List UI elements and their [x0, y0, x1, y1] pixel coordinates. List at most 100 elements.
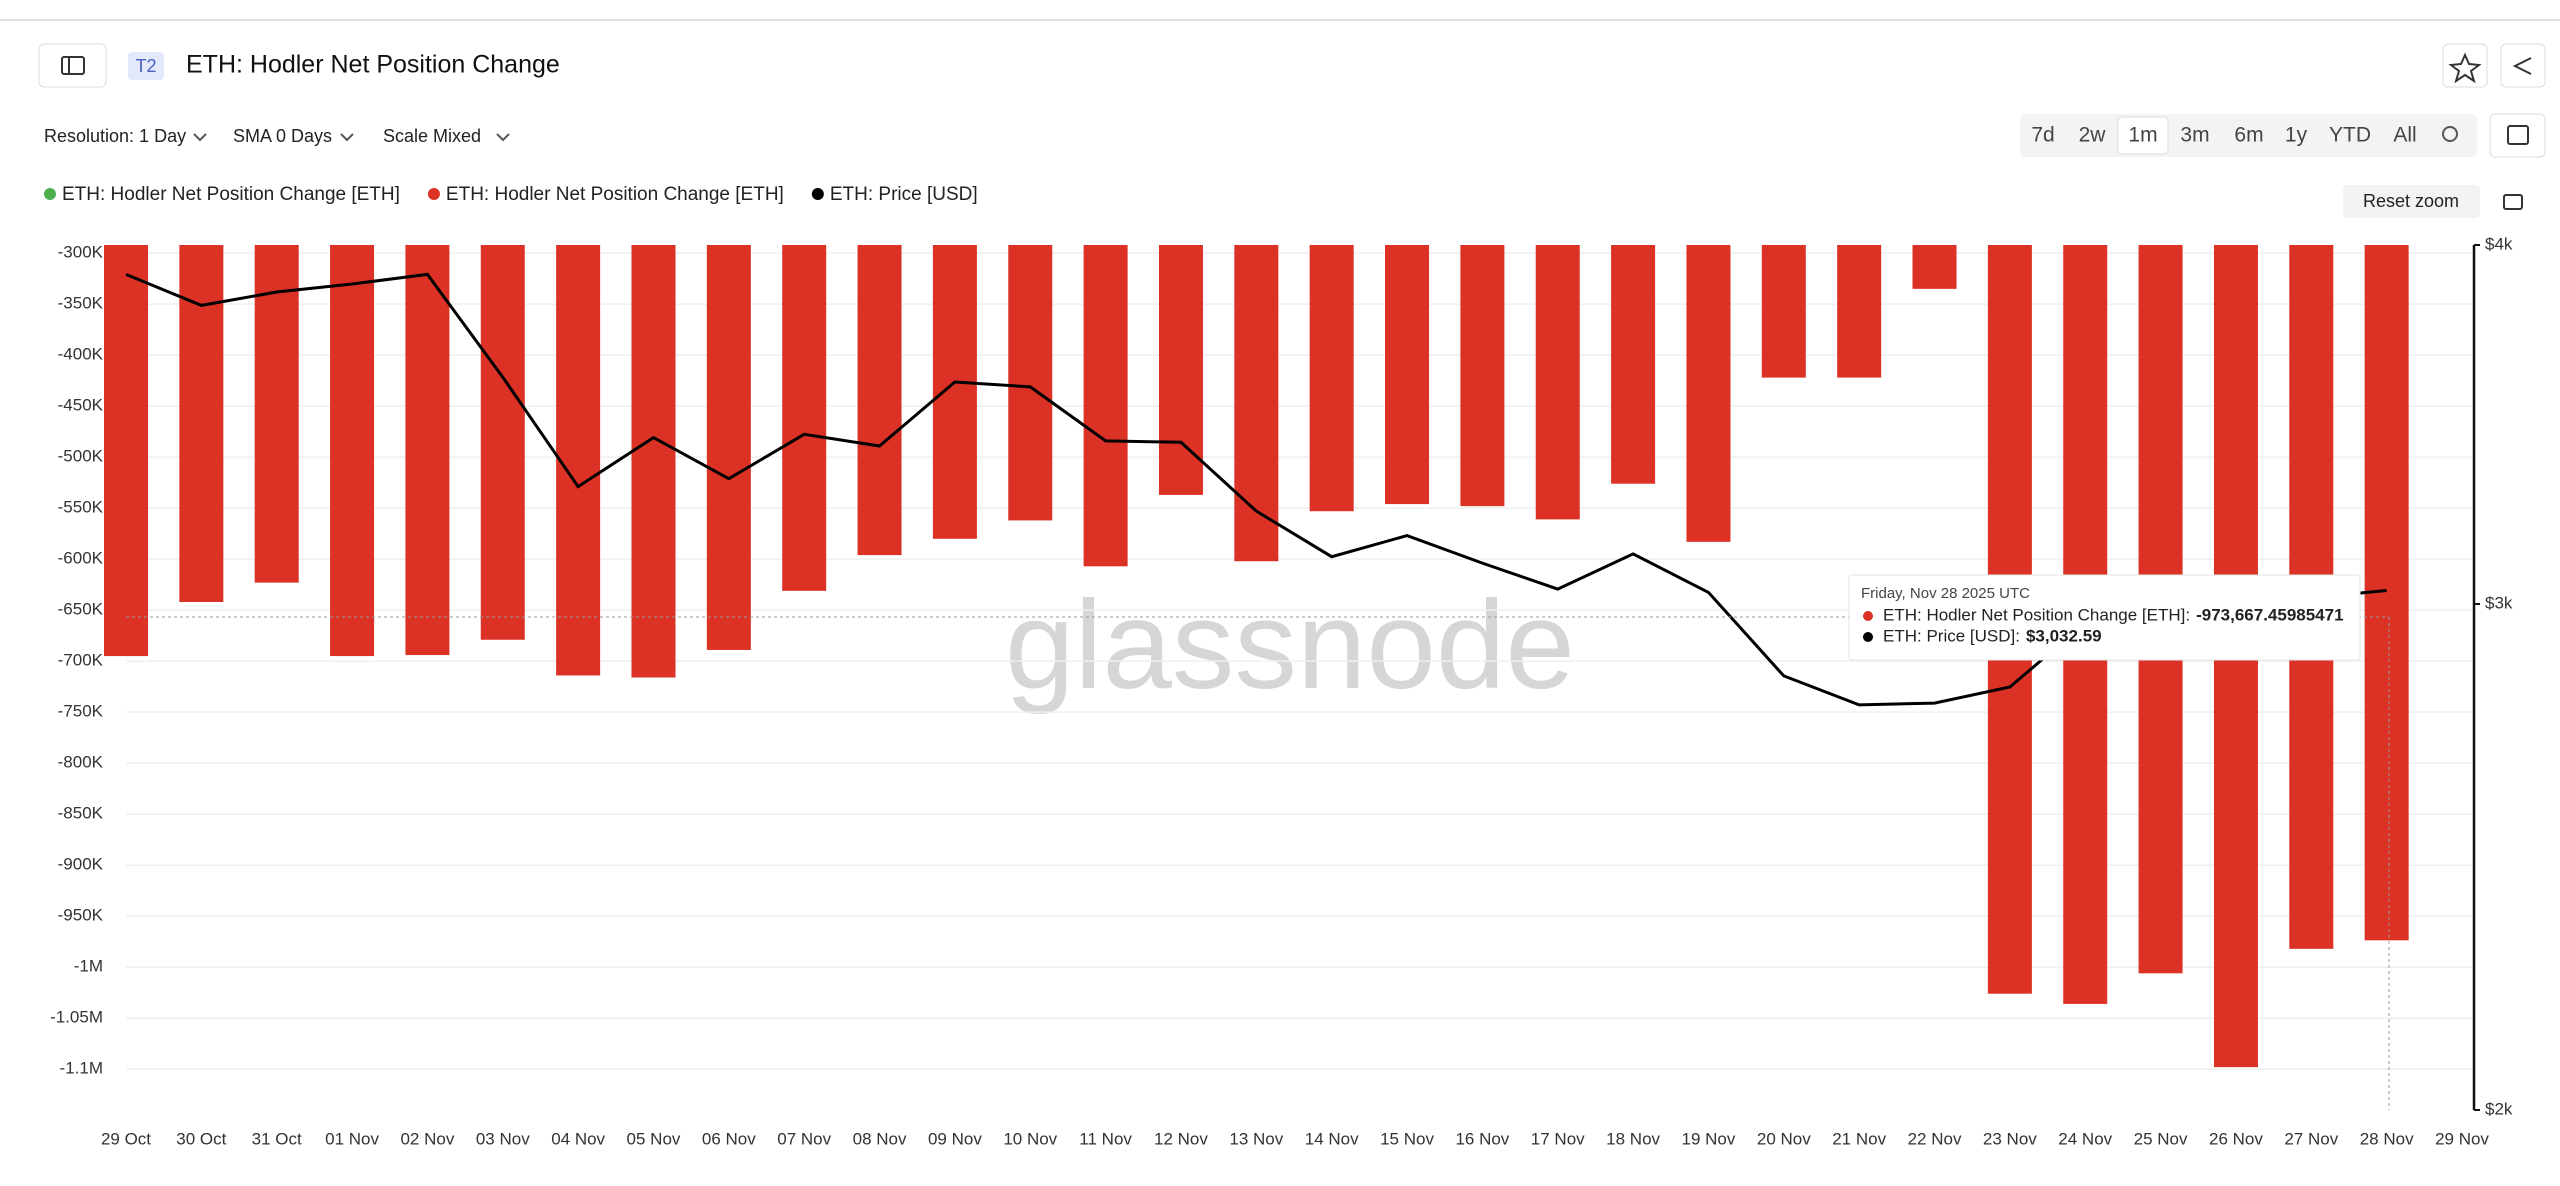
- calendar-icon: [2507, 125, 2529, 145]
- resolution-select[interactable]: Resolution: 1 Day: [44, 126, 186, 146]
- bar: [1083, 245, 1128, 567]
- x-tick-label: 10 Nov: [1003, 1129, 1057, 1148]
- bar: [480, 245, 525, 640]
- chevron: [193, 133, 207, 142]
- tooltip-label: ETH: Hodler Net Position Change [ETH]:: [1883, 605, 2190, 624]
- x-tick-label: 29 Oct: [101, 1129, 151, 1148]
- bar: [1837, 245, 1882, 378]
- bar: [631, 245, 676, 678]
- y-tick-label: -950K: [58, 906, 104, 925]
- x-tick-label: 30 Oct: [176, 1129, 226, 1148]
- x-tick-label: 14 Nov: [1305, 1129, 1359, 1148]
- y2-tick-label: $2k: [2485, 1099, 2513, 1118]
- x-tick-label: 31 Oct: [252, 1129, 302, 1148]
- page-title: ETH: Hodler Net Position Change: [186, 51, 560, 79]
- bar: [932, 245, 977, 539]
- tooltip-title: Friday, Nov 28 2025 UTC: [1861, 585, 2030, 602]
- bar: [1008, 245, 1053, 521]
- star-icon: [2448, 52, 2482, 84]
- bar: [330, 245, 375, 657]
- range-button[interactable]: YTD: [2329, 124, 2371, 147]
- bar: [1535, 245, 1580, 520]
- y-tick-label: -900K: [58, 855, 104, 874]
- x-tick-label: 29 Nov: [2435, 1129, 2489, 1148]
- y-tick-label: -700K: [58, 651, 104, 670]
- tooltip-value: -973,667.45985471: [2196, 605, 2343, 624]
- x-tick-label: 20 Nov: [1757, 1129, 1811, 1148]
- y-tick-label: -300K: [58, 243, 104, 262]
- range-button[interactable]: 2w: [2079, 124, 2107, 147]
- bar: [1686, 245, 1731, 542]
- watermark: glassnode: [1005, 576, 1575, 715]
- y2-tick-label: $4k: [2485, 234, 2513, 253]
- bar: [254, 245, 299, 583]
- bar: [706, 245, 751, 650]
- bar: [1611, 245, 1656, 484]
- zoom-icon: [2442, 126, 2458, 142]
- y-tick-label: -800K: [58, 753, 104, 772]
- bar: [1234, 245, 1279, 562]
- x-tick-label: 04 Nov: [551, 1129, 605, 1148]
- range-button[interactable]: 1m: [2128, 124, 2157, 147]
- x-tick-label: 18 Nov: [1606, 1129, 1660, 1148]
- x-tick-label: 08 Nov: [853, 1129, 907, 1148]
- x-tick-label: 13 Nov: [1229, 1129, 1283, 1148]
- calendar-button[interactable]: [2489, 113, 2546, 158]
- y-tick-label: -550K: [58, 498, 104, 517]
- range-button[interactable]: 6m: [2234, 124, 2263, 147]
- y-tick-label: -1.1M: [60, 1059, 103, 1078]
- y-tick-label: -400K: [58, 345, 104, 364]
- y-tick-label: -1M: [74, 957, 103, 976]
- x-tick-label: 02 Nov: [400, 1129, 454, 1148]
- x-tick-label: 21 Nov: [1832, 1129, 1886, 1148]
- range-button[interactable]: 1y: [2285, 124, 2308, 147]
- x-tick-label: 12 Nov: [1154, 1129, 1208, 1148]
- tooltip-marker: [1863, 611, 1873, 621]
- range-button[interactable]: 3m: [2180, 124, 2209, 147]
- reset-zoom-label: Reset zoom: [2363, 191, 2459, 211]
- bar: [1158, 245, 1203, 495]
- favorite-button[interactable]: [2442, 43, 2488, 88]
- bar: [857, 245, 902, 556]
- x-tick-label: 17 Nov: [1531, 1129, 1585, 1148]
- bar: [104, 245, 148, 657]
- x-tick-label: 28 Nov: [2360, 1129, 2414, 1148]
- bar: [1912, 245, 1957, 289]
- range-active: [2117, 116, 2169, 155]
- tooltip-label: ETH: Price [USD]:: [1883, 626, 2020, 645]
- bar: [1309, 245, 1354, 512]
- y-tick-label: -650K: [58, 600, 104, 619]
- x-tick-label: 07 Nov: [777, 1129, 831, 1148]
- sidebar-icon: [61, 56, 85, 75]
- legend-label[interactable]: ETH: Hodler Net Position Change [ETH]: [446, 184, 784, 205]
- reset-zoom-button[interactable]: [2343, 185, 2480, 218]
- camera-icon[interactable]: [2503, 194, 2523, 210]
- legend-marker: [811, 188, 824, 200]
- range-button[interactable]: All: [2393, 124, 2416, 147]
- x-tick-label: 09 Nov: [928, 1129, 982, 1148]
- range-button[interactable]: 7d: [2031, 124, 2054, 147]
- y-tick-label: -750K: [58, 702, 104, 721]
- legend-label[interactable]: ETH: Hodler Net Position Change [ETH]: [62, 184, 400, 205]
- bar: [1761, 245, 1806, 378]
- sidebar-toggle[interactable]: [38, 43, 107, 88]
- bar: [405, 245, 450, 656]
- sma-select[interactable]: SMA 0 Days: [233, 126, 332, 146]
- legend-label[interactable]: ETH: Price [USD]: [830, 184, 978, 205]
- scale-select[interactable]: Scale Mixed: [383, 126, 481, 146]
- tooltip-value: $3,032.59: [2026, 626, 2102, 645]
- price-line: [125, 272, 2387, 707]
- bar: [1385, 245, 1430, 505]
- share-button[interactable]: [2500, 43, 2546, 88]
- bar: [556, 245, 601, 676]
- legend-marker: [427, 188, 440, 200]
- x-tick-label: 27 Nov: [2284, 1129, 2338, 1148]
- badge-bg: [128, 52, 164, 80]
- x-tick-label: 26 Nov: [2209, 1129, 2263, 1148]
- x-tick-label: 15 Nov: [1380, 1129, 1434, 1148]
- bar: [782, 245, 827, 591]
- share-icon: [2512, 57, 2532, 75]
- y2-tick-label: $3k: [2485, 593, 2513, 612]
- y-tick-label: -600K: [58, 549, 104, 568]
